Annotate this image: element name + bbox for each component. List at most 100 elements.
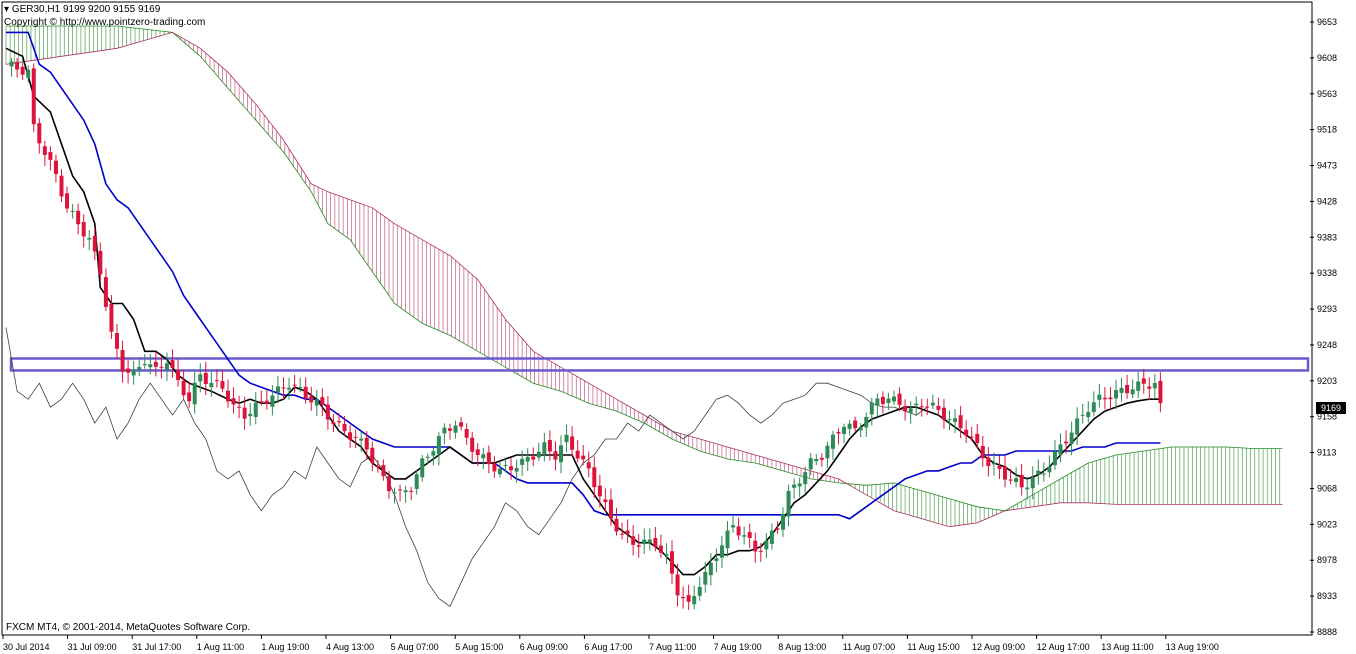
candle-body-bull [436,436,441,455]
candle-body-bear [1102,397,1107,400]
candle-body-bull [908,408,913,413]
candle-body-bear [331,422,336,425]
candle-body-bull [930,402,935,406]
candle-body-bear [325,404,330,420]
senkou-span-b-line [5,31,1283,528]
footer-credit: FXCM MT4, © 2001-2014, MetaQuotes Softwa… [6,622,251,633]
candle-body-bull [708,562,713,576]
y-tick-label: 8933 [1317,591,1337,601]
chart-title: ▾ GER30,H1 9199 9200 9155 9169 [4,4,160,15]
x-tick-label: 8 Aug 13:00 [778,642,826,652]
candle-body-bull [1075,418,1080,435]
x-tick-label: 13 Aug 19:00 [1166,642,1219,652]
candle-body-bull [253,402,258,417]
candle-body-bull [275,386,280,393]
candle-body-bull [1030,477,1035,489]
candle-body-bull [287,387,292,390]
candle-body-bull [1036,470,1041,475]
x-tick-label: 6 Aug 17:00 [584,642,632,652]
candle-body-bull [664,554,669,556]
candle-body-bear [353,436,358,438]
y-tick-label: 8978 [1317,555,1337,565]
x-tick-label: 4 Aug 13:00 [326,642,374,652]
candle-body-bear [159,366,164,368]
candle-body-bear [753,540,758,552]
candle-body-bull [1041,473,1046,475]
candle-body-bear [547,439,552,452]
x-tick-label: 31 Jul 17:00 [132,642,181,652]
candle-body-bull [991,462,996,465]
y-tick-label: 9428 [1317,196,1337,206]
candle-body-bull [87,237,92,240]
candle-body-bear [819,457,824,460]
candle-body-bull [403,490,408,493]
candle-body-bear [115,333,119,349]
candle-body-bull [692,595,697,605]
candle-body-bull [148,364,153,368]
candle-body-bear [758,550,763,552]
candle-body-bear [459,422,464,427]
dropdown-arrow-icon[interactable]: ▾ [4,4,10,15]
candle-body-bull [742,535,747,537]
candle-body-bear [570,436,575,450]
candle-body-bull [825,445,830,459]
price-axis: 9653 9608 9563 9518 9473 9428 9383 9338 9293 9248… [1310,17,1337,637]
candle-body-bear [448,428,452,431]
candle-body-bear [237,406,242,408]
candle-body-bear [620,533,625,535]
symbol-readout: GER30,H1 9199 9200 9155 9169 [11,4,161,15]
candle-body-bull [731,525,736,528]
x-tick-label: 5 Aug 07:00 [391,642,439,652]
candle-body-bull [719,545,724,558]
candle-body-bull [892,396,896,402]
candle-body-bull [1025,487,1030,490]
candle-body-bear [925,406,930,408]
candle-body-bear [381,465,386,477]
y-tick-label: 8888 [1317,627,1337,637]
y-tick-label: 9068 [1317,483,1337,493]
candle-body-bull [525,457,530,462]
candle-body-bear [31,68,36,125]
candle-body-bull [9,61,14,67]
candle-body-bear [398,489,403,491]
candle-body-bear [20,66,25,75]
plot-frame [1,1,1313,636]
candle-body-bear [486,452,491,465]
candle-body-bear [1108,397,1113,400]
x-tick-label: 30 Jul 2014 [3,642,50,652]
candle-body-bull [1069,432,1074,444]
candle-body-bull [875,398,880,406]
copyright-line: Copyright © http://www.pointzero-trading… [4,17,206,28]
candle-body-bear [1147,386,1152,389]
x-tick-label: 13 Aug 11:00 [1101,642,1153,652]
candle-body-bear [897,393,902,405]
candle-body-bear [531,456,536,460]
candle-body-bear [553,451,558,460]
candle-body-bull [797,483,802,487]
candle-body-bull [70,210,75,212]
x-tick-label: 1 Aug 19:00 [261,642,309,652]
candle-body-bull [1047,466,1052,473]
y-tick-label: 9248 [1317,340,1337,350]
candle-body-bear [936,405,941,410]
candle-body-bear [1141,378,1146,384]
resistance-zone [9,357,1310,372]
candle-body-bull [803,472,808,485]
candle-body-bear [975,433,980,444]
candle-body-bear [220,381,225,389]
candle-body-bull [431,451,436,456]
candle-body-bull [314,399,319,406]
y-tick-label: 9293 [1317,304,1337,314]
candle-body-bull [1052,451,1057,466]
x-tick-label: 6 Aug 09:00 [520,642,568,652]
candle-body-bear [170,360,175,369]
candle-body-bear [686,595,691,602]
candle-body-bear [153,361,158,367]
candle-body-bull [559,445,563,463]
candle-body-bull [131,370,136,376]
candle-body-bear [48,152,53,160]
candle-body-bull [192,382,197,405]
candle-body-bear [187,392,192,402]
candle-body-bull [642,539,647,545]
candle-body-bull [647,539,652,543]
